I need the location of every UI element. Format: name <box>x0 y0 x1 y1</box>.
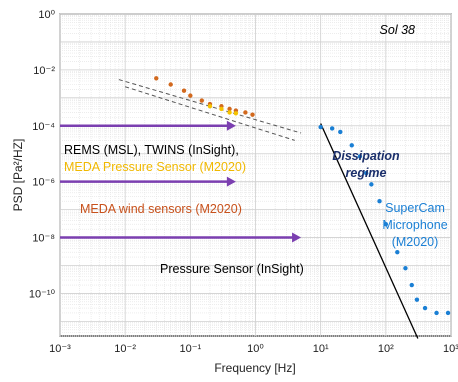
y-tick-label: 10⁻¹⁰ <box>29 288 56 300</box>
data-point <box>338 129 343 135</box>
data-point <box>227 106 232 112</box>
data-point <box>250 112 255 117</box>
x-tick-label: 10⁻¹ <box>179 343 201 355</box>
y-tick-labels: 10⁰ 10⁻² 10⁻⁴ 10⁻⁶ 10⁻⁸ 10⁻¹⁰ <box>29 9 56 300</box>
data-point <box>227 110 232 115</box>
data-point <box>349 143 354 148</box>
fit-line <box>125 86 295 141</box>
x-tick-label: 10² <box>378 343 394 355</box>
supercam-label-line3: (M2020) <box>392 235 439 249</box>
data-point <box>409 282 414 288</box>
instrument-label-meda-wind: MEDA wind sensors (M2020) <box>80 202 242 216</box>
x-tick-label: 10¹ <box>313 343 329 355</box>
range-arrows <box>60 120 302 243</box>
data-point <box>364 171 369 176</box>
data-point <box>199 98 205 103</box>
data-point <box>383 222 389 227</box>
data-point <box>445 310 451 316</box>
data-point <box>188 93 193 98</box>
y-tick-label: 10⁻⁴ <box>32 121 55 133</box>
supercam-label-line1: SuperCam <box>385 201 445 215</box>
data-point <box>377 198 382 204</box>
y-tick-label: 10⁻² <box>33 65 55 77</box>
range-arrow-head <box>226 120 236 131</box>
data-point <box>422 305 428 311</box>
y-tick-label: 10⁰ <box>38 9 55 21</box>
data-point <box>369 182 374 187</box>
instrument-label-rems-twins: REMS (MSL), TWINS (InSight), <box>64 143 239 157</box>
data-point <box>329 126 335 131</box>
dissipation-label-line2: regime <box>346 166 387 180</box>
data-point <box>233 111 239 116</box>
x-tick-labels: 10⁻³ 10⁻² 10⁻¹ 10⁰ 10¹ 10² 10³ <box>49 343 458 355</box>
data-point <box>318 124 323 130</box>
x-tick-label: 10³ <box>443 343 458 355</box>
data-point <box>207 104 213 109</box>
instrument-label-insight-pressure: Pressure Sensor (InSight) <box>160 262 304 276</box>
data-points <box>154 76 451 316</box>
supercam-label-line2: Microphone <box>382 218 447 232</box>
data-point <box>168 82 173 87</box>
data-point <box>154 76 159 81</box>
data-point <box>414 297 420 302</box>
x-tick-label: 10⁻² <box>114 343 136 355</box>
x-tick-label: 10⁻³ <box>49 343 71 355</box>
data-point <box>243 110 248 115</box>
x-axis-label: Frequency [Hz] <box>214 361 295 375</box>
data-point <box>434 310 439 316</box>
instrument-label-meda-pressure: MEDA Pressure Sensor (M2020) <box>64 160 246 174</box>
data-point <box>181 88 187 93</box>
sol-label: Sol 38 <box>380 23 415 37</box>
y-tick-label: 10⁻⁸ <box>32 233 55 245</box>
range-arrow-head <box>292 232 302 243</box>
dissipation-label-line1: Dissipation <box>332 149 400 163</box>
y-tick-label: 10⁻⁶ <box>32 177 55 189</box>
minor-grid <box>60 14 451 337</box>
x-tick-label: 10⁰ <box>247 343 264 355</box>
data-point <box>219 106 224 112</box>
range-arrow-head <box>226 176 236 187</box>
data-point <box>403 266 408 271</box>
y-axis-label: PSD [Pa²/HZ] <box>11 139 25 212</box>
fit-line <box>320 123 419 339</box>
data-point <box>357 154 363 159</box>
data-point <box>395 249 400 255</box>
